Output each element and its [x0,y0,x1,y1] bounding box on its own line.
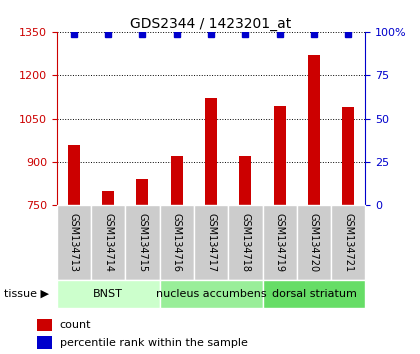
Bar [205,98,217,205]
Bar [125,205,160,280]
Text: GSM134720: GSM134720 [309,213,319,272]
Bar [297,205,331,280]
Text: tissue ▶: tissue ▶ [4,289,49,299]
Bar [91,205,125,280]
Title: GDS2344 / 1423201_at: GDS2344 / 1423201_at [131,17,291,31]
Bar [37,336,52,349]
Bar [68,144,80,205]
Bar [171,156,183,205]
Bar [160,205,194,280]
Bar [274,105,286,205]
Bar [262,205,297,280]
Text: GSM134721: GSM134721 [343,213,353,272]
Text: BNST: BNST [93,289,123,299]
Bar [57,280,160,308]
Bar [228,205,262,280]
Text: GSM134717: GSM134717 [206,213,216,272]
Bar [136,179,148,205]
Text: dorsal striatum: dorsal striatum [271,289,357,299]
Bar [194,205,228,280]
Bar [342,107,354,205]
Text: GSM134713: GSM134713 [69,213,79,272]
Text: GSM134714: GSM134714 [103,213,113,272]
Bar [37,319,52,331]
Text: nucleus accumbens: nucleus accumbens [156,289,266,299]
Text: count: count [60,320,91,330]
Bar [308,55,320,205]
Bar [57,205,91,280]
Text: GSM134715: GSM134715 [137,213,147,272]
Bar [102,191,114,205]
Bar [239,156,251,205]
Text: GSM134716: GSM134716 [172,213,182,272]
Text: GSM134719: GSM134719 [275,213,285,272]
Text: percentile rank within the sample: percentile rank within the sample [60,338,247,348]
Bar [160,280,262,308]
Bar [262,280,365,308]
Bar [331,205,365,280]
Text: GSM134718: GSM134718 [240,213,250,272]
